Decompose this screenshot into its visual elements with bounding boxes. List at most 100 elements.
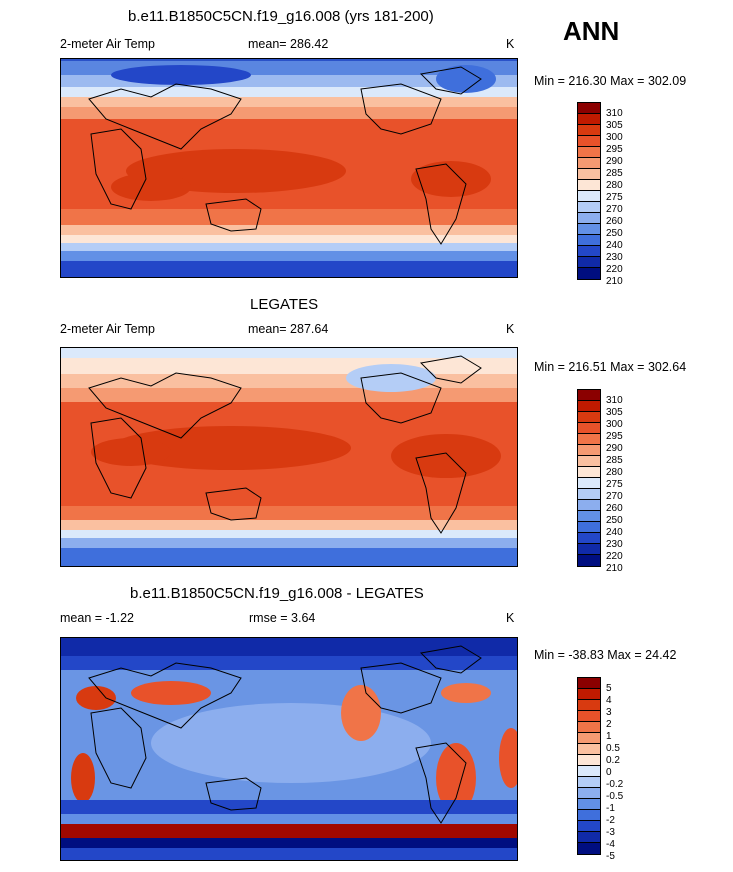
panel-1-colorbar-tick: 280 <box>606 180 623 191</box>
panel-3-colorbar-box <box>578 810 600 821</box>
panel-1-colorbar-box <box>578 103 600 114</box>
panel-2-colorbar-box <box>578 555 600 566</box>
panel-3-colorbar-tick: -2 <box>606 815 615 826</box>
panel-3-colorbar-box <box>578 766 600 777</box>
panel-3-colorbar-tick: -4 <box>606 839 615 850</box>
panel-2-colorbar-box <box>578 522 600 533</box>
panel-1-colorbar-tick: 240 <box>606 240 623 251</box>
panel-3-colorbar-box <box>578 755 600 766</box>
panel-2-colorbar-box <box>578 445 600 456</box>
panel-2-colorbar-tick: 285 <box>606 455 623 466</box>
panel-2-colorbar-box <box>578 478 600 489</box>
panel-1-colorbar-tick: 260 <box>606 216 623 227</box>
panel-1-colorbar-box <box>578 246 600 257</box>
panel-1-colorbar-box <box>578 180 600 191</box>
panel-2-colorbar-tick: 270 <box>606 491 623 502</box>
panel-3-difference-map <box>60 637 518 861</box>
panel-1-colorbar-box <box>578 213 600 224</box>
panel-2-colorbar-box <box>578 401 600 412</box>
panel-1-colorbar-tick: 290 <box>606 156 623 167</box>
panel-3-colorbar-box <box>578 700 600 711</box>
panel-2-variable-label: 2-meter Air Temp <box>60 322 155 336</box>
panel-2-minmax-label: Min = 216.51 Max = 302.64 <box>534 360 687 374</box>
panel-3-colorbar-tick: 5 <box>606 683 612 694</box>
panel-2-colorbar-box <box>578 500 600 511</box>
panel-2-colorbar-tick: 220 <box>606 551 623 562</box>
panel-1-colorbar-tick: 300 <box>606 132 623 143</box>
panel-3-colorbar-box <box>578 744 600 755</box>
panel-3-colorbar-box <box>578 777 600 788</box>
panel-3-colorbar-box <box>578 722 600 733</box>
panel-2-title: LEGATES <box>250 296 319 313</box>
panel-3-colorbar-tick: 0 <box>606 767 612 778</box>
panel-1-colorbar-box <box>578 136 600 147</box>
panel-1-colorbar-tick: 305 <box>606 120 623 131</box>
panel-3-colorbar-box <box>578 733 600 744</box>
panel-1-colorbar <box>577 102 601 280</box>
panel-1-colorbar-tick: 275 <box>606 192 623 203</box>
panel-3-colorbar-tick: -3 <box>606 827 615 838</box>
panel-3-rmse-label: rmse = 3.64 <box>249 611 316 625</box>
panel-1-title: b.e11.B1850C5CN.f19_g16.008 (yrs 181-200… <box>128 8 434 25</box>
panel-3-colorbar-tick: 2 <box>606 719 612 730</box>
panel-3-colorbar-box <box>578 799 600 810</box>
panel-3-minmax-label: Min = -38.83 Max = 24.42 <box>534 648 677 662</box>
panel-1-colorbar-box <box>578 257 600 268</box>
panel-2-colorbar <box>577 389 601 567</box>
panel-3-title: b.e11.B1850C5CN.f19_g16.008 - LEGATES <box>130 585 424 602</box>
panel-2-colorbar-tick: 290 <box>606 443 623 454</box>
panel-2-colorbar-tick: 275 <box>606 479 623 490</box>
panel-2-colorbar-tick: 300 <box>606 419 623 430</box>
panel-1-colorbar-tick: 295 <box>606 144 623 155</box>
panel-1-colorbar-tick: 210 <box>606 276 623 287</box>
panel-1-colorbar-box <box>578 268 600 279</box>
panel-1-colorbar-box <box>578 114 600 125</box>
panel-1-colorbar-box <box>578 191 600 202</box>
panel-2-colorbar-box <box>578 511 600 522</box>
panel-2-units-label: K <box>506 322 515 336</box>
panel-2-colorbar-box <box>578 467 600 478</box>
panel-2-temperature-map <box>60 347 518 567</box>
panel-2-colorbar-tick: 260 <box>606 503 623 514</box>
panel-3-colorbar-tick: -1 <box>606 803 615 814</box>
panel-3-colorbar-box <box>578 821 600 832</box>
panel-2-mean-label: mean= 287.64 <box>248 322 329 336</box>
panel-1-colorbar-tick: 250 <box>606 228 623 239</box>
panel-1-variable-label: 2-meter Air Temp <box>60 37 155 51</box>
panel-3-colorbar-tick: 3 <box>606 707 612 718</box>
panel-3-colorbar-tick: -0.2 <box>606 779 624 790</box>
panel-3-colorbar-box <box>578 843 600 854</box>
panel-2-colorbar-tick: 305 <box>606 407 623 418</box>
panel-1-colorbar-tick: 230 <box>606 252 623 263</box>
panel-3-colorbar-box <box>578 711 600 722</box>
panel-2-colorbar-tick: 280 <box>606 467 623 478</box>
panel-1-colorbar-tick: 310 <box>606 108 623 119</box>
panel-1-colorbar-tick: 220 <box>606 264 623 275</box>
panel-1-temperature-map <box>60 58 518 278</box>
panel-2-colorbar-tick: 250 <box>606 515 623 526</box>
panel-3-colorbar-tick: -0.5 <box>606 791 624 802</box>
panel-2-colorbar-box <box>578 544 600 555</box>
panel-3-mean-label: mean = -1.22 <box>60 611 135 625</box>
panel-3-colorbar-tick: 0.2 <box>606 755 620 766</box>
panel-3-colorbar-tick: 0.5 <box>606 743 620 754</box>
panel-2-colorbar-box <box>578 423 600 434</box>
panel-1-colorbar-box <box>578 169 600 180</box>
panel-2-colorbar-box <box>578 489 600 500</box>
panel-1-mean-label: mean= 286.42 <box>248 37 329 51</box>
panel-3-colorbar-box <box>578 678 600 689</box>
panel-1-colorbar-box <box>578 224 600 235</box>
panel-2-colorbar-tick: 295 <box>606 431 623 442</box>
panel-3-colorbar-tick: -5 <box>606 851 615 862</box>
panel-1-colorbar-tick: 270 <box>606 204 623 215</box>
season-label: ANN <box>563 16 620 46</box>
panel-2-colorbar-box <box>578 434 600 445</box>
panel-3-colorbar-box <box>578 832 600 843</box>
panel-3-colorbar-box <box>578 689 600 700</box>
panel-2-colorbar-box <box>578 412 600 423</box>
panel-1-colorbar-box <box>578 125 600 136</box>
panel-3-colorbar-tick: 1 <box>606 731 612 742</box>
panel-1-colorbar-box <box>578 158 600 169</box>
panel-3-units-label: K <box>506 611 515 625</box>
panel-1-units-label: K <box>506 37 515 51</box>
